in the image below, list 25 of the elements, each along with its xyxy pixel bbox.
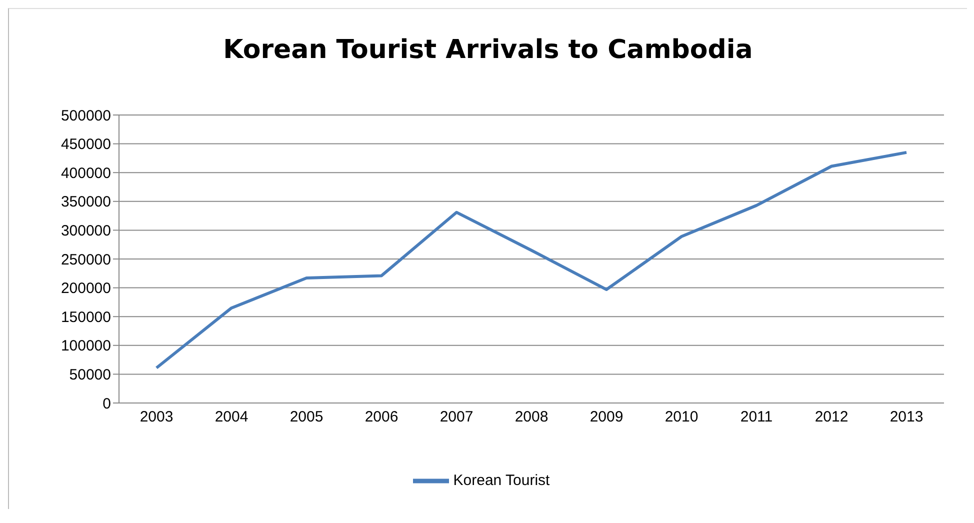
y-tick-label: 200000 xyxy=(60,280,111,298)
y-tick-label: 300000 xyxy=(60,222,111,240)
x-tick-label: 2012 xyxy=(814,408,848,426)
y-tick-label: 100000 xyxy=(60,338,111,355)
y-tick-label: 450000 xyxy=(60,136,111,154)
line-series xyxy=(155,150,908,370)
x-tick-label: 2011 xyxy=(740,408,773,426)
x-tick-label: 2009 xyxy=(590,408,624,426)
x-tick-label: 2004 xyxy=(214,408,248,426)
x-tick-label: 2006 xyxy=(364,408,398,426)
x-tick-label: 2010 xyxy=(664,408,698,426)
y-tick-label: 250000 xyxy=(60,251,111,268)
x-tick-label: 2003 xyxy=(140,408,174,426)
y-tick-label: 50000 xyxy=(69,366,111,384)
x-tick-label: 2008 xyxy=(514,408,548,426)
y-tick-label: 0 xyxy=(102,395,111,412)
x-tick-label: 2005 xyxy=(290,408,324,426)
y-tick-label: 500000 xyxy=(60,107,111,124)
y-tick-label: 350000 xyxy=(60,194,111,211)
x-tick-label: 2007 xyxy=(440,408,474,426)
legend-label: Korean Tourist xyxy=(453,472,550,489)
y-tick-label: 150000 xyxy=(60,308,111,326)
x-tick-label: 2013 xyxy=(890,408,924,426)
chart-title: Korean Tourist Arrivals to Cambodia xyxy=(222,34,754,67)
y-tick-label: 400000 xyxy=(60,164,111,182)
